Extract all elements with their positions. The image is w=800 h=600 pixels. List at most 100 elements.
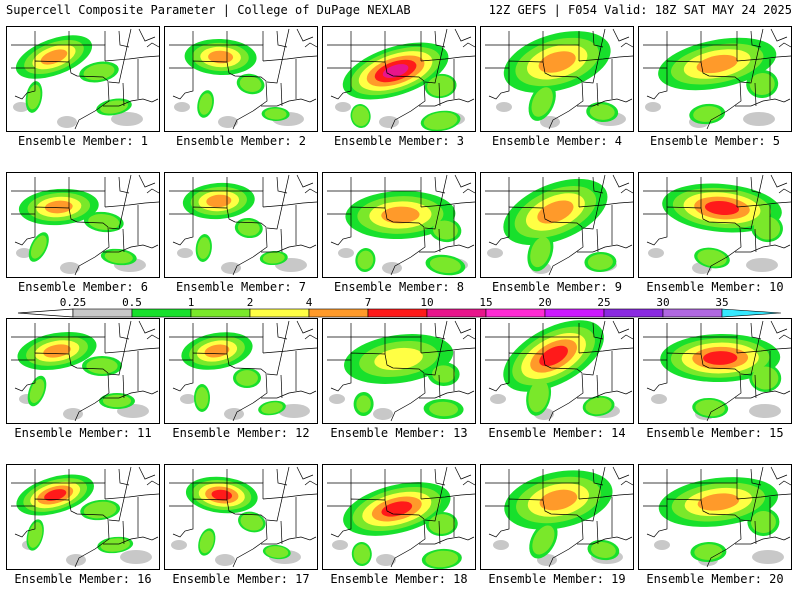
ensemble-member-map [6, 172, 160, 278]
state-boundaries [485, 320, 633, 422]
boundary-line [434, 30, 446, 48]
scp-shade [490, 394, 506, 404]
scp-contours [171, 476, 301, 566]
boundary-line [740, 174, 764, 230]
boundary-line [296, 174, 314, 188]
boundary-line [261, 244, 317, 253]
boundary-line [434, 322, 446, 340]
state-boundaries [327, 28, 475, 130]
scp-shade [752, 550, 784, 564]
member-caption: Ensemble Member: 20 [646, 572, 784, 586]
boundary-line [419, 98, 475, 107]
member-caption: Ensemble Member: 14 [488, 426, 626, 440]
boundary-line [118, 176, 130, 194]
member-caption: Ensemble Member: 4 [491, 134, 623, 148]
ensemble-member-map [480, 318, 634, 424]
member-caption: Ensemble Member: 19 [488, 572, 626, 586]
ensemble-member-map [480, 172, 634, 278]
scp-shade [374, 347, 423, 371]
boundary-line [262, 55, 317, 62]
ensemble-member-map [638, 26, 792, 132]
boundary-line [454, 28, 472, 42]
boundary-line [740, 320, 764, 376]
boundary-line [424, 320, 448, 376]
scp-shade [530, 236, 551, 268]
member-caption: Ensemble Member: 7 [175, 280, 307, 294]
scp-shade [60, 262, 80, 274]
scp-shade [376, 554, 396, 566]
scp-shade [703, 351, 738, 365]
scp-shade [696, 54, 738, 74]
scale-tick-label: 0.5 [122, 296, 142, 309]
scp-shade [88, 214, 120, 230]
scale-segment [662, 308, 723, 318]
scp-shade [261, 402, 283, 414]
scp-field-map [485, 174, 633, 276]
ensemble-member-map [164, 318, 318, 424]
boundary-line [750, 30, 762, 48]
scp-shade [29, 379, 45, 403]
scp-field-map [11, 28, 159, 130]
boundary-line [122, 82, 125, 107]
boundary-line [485, 206, 584, 276]
boundary-line [578, 493, 633, 500]
boundary-line [488, 68, 510, 100]
boundary-line [226, 336, 264, 354]
scale-tick-label: 35 [715, 296, 729, 309]
boundary-line [578, 201, 633, 208]
boundary-line [643, 498, 742, 568]
boundary-line [146, 42, 159, 48]
boundary-line [592, 176, 604, 194]
boundary-line [582, 28, 606, 84]
boundary-line [226, 44, 264, 62]
state-boundaries [643, 174, 791, 276]
boundary-line [146, 334, 159, 340]
product-title: Supercell Composite Parameter | College … [6, 3, 411, 17]
boundary-line [420, 55, 475, 62]
boundary-line [542, 336, 580, 354]
scp-shade [589, 104, 615, 120]
scale-tick-label: 4 [305, 296, 313, 309]
scp-field-map [643, 28, 791, 130]
boundary-line [172, 360, 194, 392]
boundary-line [14, 68, 36, 100]
boundary-line [700, 44, 738, 62]
boundary-line [11, 498, 110, 568]
boundary-line [146, 188, 159, 194]
boundary-line [169, 60, 268, 130]
boundary-line [104, 347, 159, 354]
member-caption: Ensemble Member: 2 [175, 134, 307, 148]
member-caption: Ensemble Member: 5 [649, 134, 781, 148]
boundary-line [434, 468, 446, 486]
scp-shade [381, 206, 420, 224]
scp-shade [199, 93, 213, 115]
scale-segment [485, 308, 546, 318]
scp-shade [590, 542, 616, 558]
boundary-line [735, 390, 791, 399]
state-boundaries [169, 174, 317, 276]
boundary-line [118, 468, 130, 486]
boundary-line [578, 347, 633, 354]
scp-field-map [485, 466, 633, 568]
scp-shade [180, 394, 196, 404]
member-caption: Ensemble Member: 10 [646, 280, 784, 294]
scp-field-map [327, 28, 475, 131]
ensemble-member-map [638, 464, 792, 570]
boundary-line [643, 352, 742, 422]
scp-contours [493, 470, 623, 566]
scale-tick-label: 1 [187, 296, 195, 309]
boundary-line [736, 493, 791, 500]
boundary-line [419, 244, 475, 253]
scp-shade [278, 404, 310, 418]
boundary-line [266, 466, 290, 522]
boundary-line [438, 520, 441, 545]
member-caption: Ensemble Member: 6 [17, 280, 149, 294]
boundary-line [485, 60, 584, 130]
state-boundaries [327, 174, 475, 276]
scp-shade [204, 344, 230, 358]
scp-shade [338, 248, 354, 258]
boundary-line [419, 390, 475, 399]
boundary-line [596, 374, 599, 399]
scp-contours [177, 182, 307, 274]
scp-contours [651, 333, 782, 420]
